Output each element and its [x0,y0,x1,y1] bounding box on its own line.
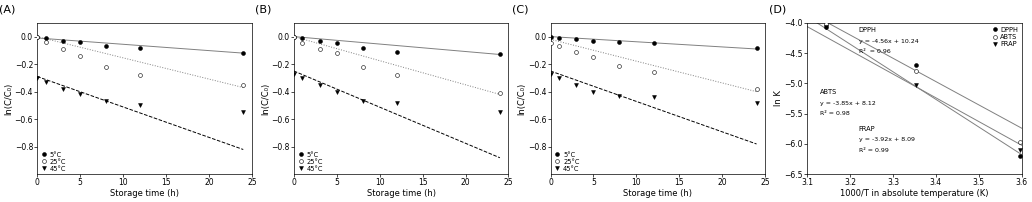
25°C [544,42,556,45]
45°C [587,90,600,93]
5°C [31,35,43,38]
45°C [39,81,52,83]
45°C [330,90,343,93]
45°C [296,77,309,79]
5°C [553,37,566,39]
45°C [647,96,659,98]
Line: 5°C: 5°C [35,35,246,55]
Text: (C): (C) [512,5,528,15]
Text: (B): (B) [255,5,271,15]
45°C [57,88,69,90]
5°C [74,41,87,43]
5°C [570,38,582,41]
Y-axis label: ln(C/C₀): ln(C/C₀) [261,82,269,115]
Line: 5°C: 5°C [549,35,759,49]
45°C [391,101,404,104]
Line: 25°C: 25°C [35,35,246,87]
5°C [750,46,763,49]
45°C [314,84,326,86]
5°C [544,35,556,38]
45°C [288,73,300,75]
45°C [31,77,43,79]
25°C [296,42,309,45]
25°C [31,35,43,38]
45°C [237,111,250,114]
5°C [493,53,506,56]
25°C [39,41,52,43]
45°C [134,104,147,107]
Text: R² = 0.99: R² = 0.99 [859,147,889,153]
25°C [288,35,300,38]
45°C [750,101,763,104]
5°C [647,42,659,45]
Legend: DPPH, ABTS, FRAP: DPPH, ABTS, FRAP [990,24,1021,50]
5°C [587,40,600,42]
Line: 5°C: 5°C [292,35,502,56]
25°C [134,74,147,76]
Text: (A): (A) [0,5,15,15]
Text: ABTS: ABTS [820,89,837,96]
Line: 25°C: 25°C [292,35,502,95]
5°C [314,40,326,42]
25°C [391,74,404,76]
45°C [544,73,556,75]
25°C [57,48,69,50]
45°C [493,111,506,114]
5°C [237,52,250,54]
25°C [587,56,600,58]
Text: (D): (D) [769,5,785,15]
45°C [74,93,87,96]
X-axis label: 1000/T in absolute temperature (K): 1000/T in absolute temperature (K) [840,189,989,198]
Text: DPPH: DPPH [859,27,876,33]
25°C [750,88,763,90]
Line: 45°C: 45°C [292,72,502,114]
Text: y = -3.85x + 8.12: y = -3.85x + 8.12 [820,101,876,106]
X-axis label: Storage time (h): Storage time (h) [110,189,179,198]
25°C [330,52,343,54]
5°C [39,37,52,39]
5°C [613,41,625,43]
25°C [647,71,659,74]
X-axis label: Storage time (h): Storage time (h) [366,189,436,198]
25°C [493,92,506,94]
Y-axis label: ln(C/C₀): ln(C/C₀) [517,82,526,115]
45°C [570,84,582,86]
5°C [330,42,343,45]
25°C [314,48,326,50]
Y-axis label: ln(C/C₀): ln(C/C₀) [4,82,13,115]
Text: R²  = 0.96: R² = 0.96 [859,49,891,54]
25°C [570,50,582,53]
5°C [288,35,300,38]
Line: 45°C: 45°C [549,72,759,105]
45°C [100,100,112,103]
Legend: 5°C, 25°C, 45°C: 5°C, 25°C, 45°C [552,150,581,173]
25°C [74,55,87,57]
5°C [100,45,112,47]
5°C [296,37,309,39]
X-axis label: Storage time (h): Storage time (h) [623,189,692,198]
Text: R² = 0.98: R² = 0.98 [820,111,849,116]
Text: y = -4.56x + 10.24: y = -4.56x + 10.24 [859,39,918,43]
Legend: 5°C, 25°C, 45°C: 5°C, 25°C, 45°C [38,150,68,173]
Y-axis label: ln K: ln K [774,91,783,106]
Line: 45°C: 45°C [35,76,246,114]
Legend: 5°C, 25°C, 45°C: 5°C, 25°C, 45°C [295,150,324,173]
Text: FRAP: FRAP [859,126,875,132]
5°C [391,50,404,53]
45°C [356,100,368,103]
25°C [613,64,625,67]
Text: y = -3.92x + 8.09: y = -3.92x + 8.09 [859,137,914,142]
Line: 25°C: 25°C [549,42,759,91]
5°C [356,46,368,49]
25°C [237,84,250,86]
25°C [553,45,566,47]
5°C [57,40,69,42]
45°C [613,95,625,97]
45°C [553,77,566,79]
25°C [100,66,112,68]
25°C [356,66,368,68]
5°C [134,46,147,49]
